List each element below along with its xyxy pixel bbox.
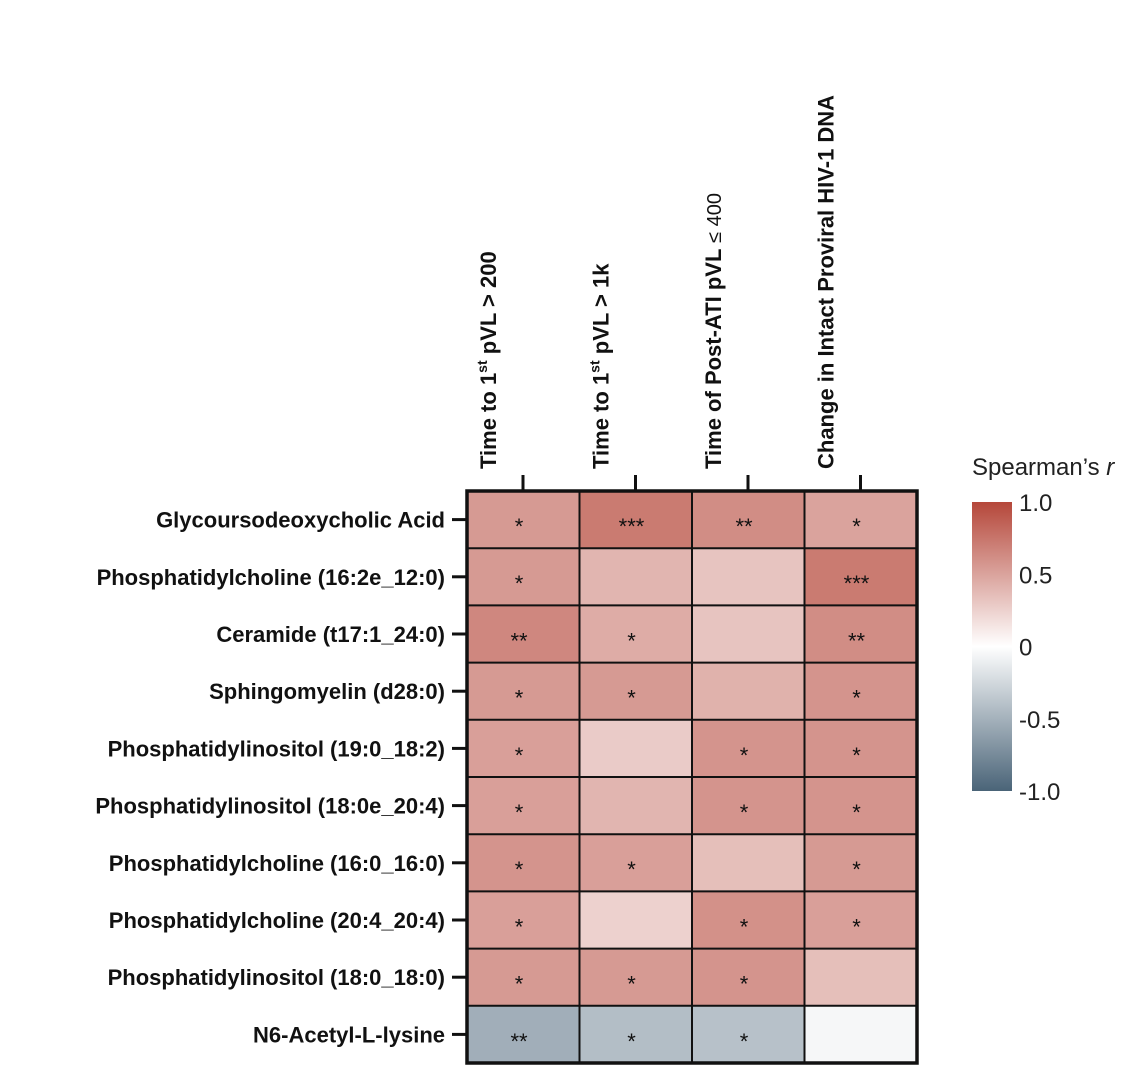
significance-marker: *: [740, 972, 749, 997]
column-label: Time of Post-ATI pVL ≤ 400: [701, 193, 726, 469]
row-label: Ceramide (t17:1_24:0): [216, 622, 445, 647]
row-label: Phosphatidylcholine (16:2e_12:0): [97, 565, 445, 590]
heatmap-cell: [692, 948, 805, 1006]
colorbar: 1.0 0.5 0 -0.5 -1.0 Spearman’s r: [972, 454, 1115, 806]
heatmap-cell: [692, 834, 805, 892]
significance-marker: ***: [619, 514, 645, 539]
colorbar-gradient: [972, 502, 1012, 791]
heatmap-cell: [579, 834, 692, 892]
colorbar-tick-label: 0.5: [1019, 562, 1052, 589]
heatmap-cell: [692, 719, 805, 777]
column-label: Change in Intact Proviral HIV-1 DNA: [814, 95, 839, 469]
column-label: Time to 1st pVL > 200: [474, 251, 501, 469]
heatmap-cell: [467, 719, 580, 777]
significance-marker: *: [515, 800, 524, 825]
heatmap-cell: [579, 548, 692, 606]
significance-marker: *: [852, 743, 861, 768]
significance-marker: **: [735, 514, 753, 539]
significance-marker: *: [852, 914, 861, 939]
row-label: Phosphatidylcholine (20:4_20:4): [109, 908, 445, 933]
colorbar-tick-label: 1.0: [1019, 490, 1052, 517]
heatmap-cells: [467, 491, 917, 1063]
heatmap-cell: [804, 891, 917, 949]
heatmap-cell: [804, 605, 917, 663]
significance-marker: *: [627, 857, 636, 882]
heatmap-cell: [804, 548, 917, 606]
heatmap-cell: [467, 777, 580, 835]
significance-marker: *: [515, 686, 524, 711]
significance-marker: ***: [844, 571, 870, 596]
heatmap-cell: [467, 662, 580, 720]
heatmap-cell: [579, 605, 692, 663]
row-label: Phosphatidylinositol (19:0_18:2): [108, 736, 445, 761]
colorbar-tick-label: -0.5: [1019, 707, 1060, 734]
heatmap-cell: [804, 1005, 917, 1063]
heatmap-cell: [804, 491, 917, 549]
significance-marker: *: [627, 972, 636, 997]
heatmap-cell: [579, 777, 692, 835]
heatmap-cell: [467, 1005, 580, 1063]
colorbar-tick-label: 0: [1019, 635, 1032, 662]
heatmap-cell: [804, 719, 917, 777]
significance-marker: *: [852, 686, 861, 711]
significance-marker: *: [627, 628, 636, 653]
row-label: Phosphatidylinositol (18:0e_20:4): [95, 794, 445, 819]
significance-marker: *: [740, 1029, 749, 1054]
heatmap-cell: [579, 948, 692, 1006]
significance-marker: *: [627, 1029, 636, 1054]
heatmap-cell: [579, 891, 692, 949]
significance-marker: *: [852, 514, 861, 539]
heatmap-cell: [692, 891, 805, 949]
significance-marker: **: [848, 628, 866, 653]
significance-markers: * *** ** ** ***** * *** * ** * ** * ** * ** * ** * *** * *: [510, 514, 869, 1054]
heatmap-cell: [579, 1005, 692, 1063]
heatmap-cell: [467, 891, 580, 949]
colorbar-tick-label: -1.0: [1019, 779, 1060, 806]
heatmap-cell: [804, 777, 917, 835]
row-label: Phosphatidylcholine (16:0_16:0): [109, 851, 445, 876]
heatmap-gridlines: [465, 489, 919, 1065]
significance-marker: *: [515, 514, 524, 539]
heatmap-cell: [804, 948, 917, 1006]
heatmap-cell: [467, 491, 580, 549]
significance-marker: *: [515, 857, 524, 882]
heatmap-cell: [467, 605, 580, 663]
row-label: Sphingomyelin (d28:0): [209, 679, 445, 704]
heatmap-cell: [804, 662, 917, 720]
significance-marker: *: [740, 800, 749, 825]
significance-marker: **: [510, 1029, 528, 1054]
heatmap-cell: [467, 948, 580, 1006]
significance-marker: *: [740, 743, 749, 768]
heatmap-cell: [579, 719, 692, 777]
heatmap-cell: [692, 777, 805, 835]
heatmap-cell: [467, 834, 580, 892]
heatmap-cell: [692, 491, 805, 549]
significance-marker: *: [515, 972, 524, 997]
row-label: N6-Acetyl-L-lysine: [253, 1022, 445, 1047]
significance-marker: *: [515, 743, 524, 768]
heatmap-cell: [579, 662, 692, 720]
significance-marker: *: [515, 914, 524, 939]
significance-marker: *: [627, 686, 636, 711]
heatmap-cell: [804, 834, 917, 892]
significance-marker: *: [852, 800, 861, 825]
heatmap-cell: [692, 605, 805, 663]
significance-marker: **: [510, 628, 528, 653]
heatmap-cell: [692, 548, 805, 606]
colorbar-title: Spearman’s r: [972, 454, 1115, 481]
row-label: Phosphatidylinositol (18:0_18:0): [108, 965, 445, 990]
row-axis: Glycoursodeoxycholic Acid Phosphatidylcho…: [95, 508, 467, 1047]
heatmap-frame: [465, 489, 919, 1065]
significance-marker: *: [852, 857, 861, 882]
column-axis: Time to 1st pVL > 200 Time to 1st pVL > 1…: [474, 95, 862, 491]
heatmap-cell: [692, 662, 805, 720]
heatmap-cell: [467, 548, 580, 606]
column-label: Time to 1st pVL > 1k: [587, 263, 614, 469]
row-label: Glycoursodeoxycholic Acid: [156, 508, 445, 533]
heatmap-cell: [692, 1005, 805, 1063]
significance-marker: *: [740, 914, 749, 939]
significance-marker: *: [515, 571, 524, 596]
heatmap-cell: [579, 491, 692, 549]
